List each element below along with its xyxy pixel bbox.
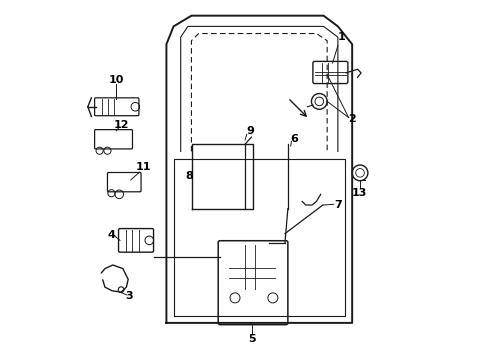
Text: 10: 10	[109, 75, 124, 85]
Text: 3: 3	[125, 291, 133, 301]
Text: 1: 1	[338, 32, 345, 42]
Text: 12: 12	[114, 120, 129, 130]
Text: 11: 11	[135, 162, 151, 172]
Text: 5: 5	[248, 334, 256, 344]
Text: 7: 7	[334, 200, 342, 210]
Text: 8: 8	[186, 171, 194, 181]
Text: 9: 9	[246, 126, 254, 136]
Text: 2: 2	[348, 114, 356, 124]
Text: 13: 13	[352, 188, 367, 198]
Text: 6: 6	[291, 134, 298, 144]
Text: 4: 4	[107, 230, 115, 240]
